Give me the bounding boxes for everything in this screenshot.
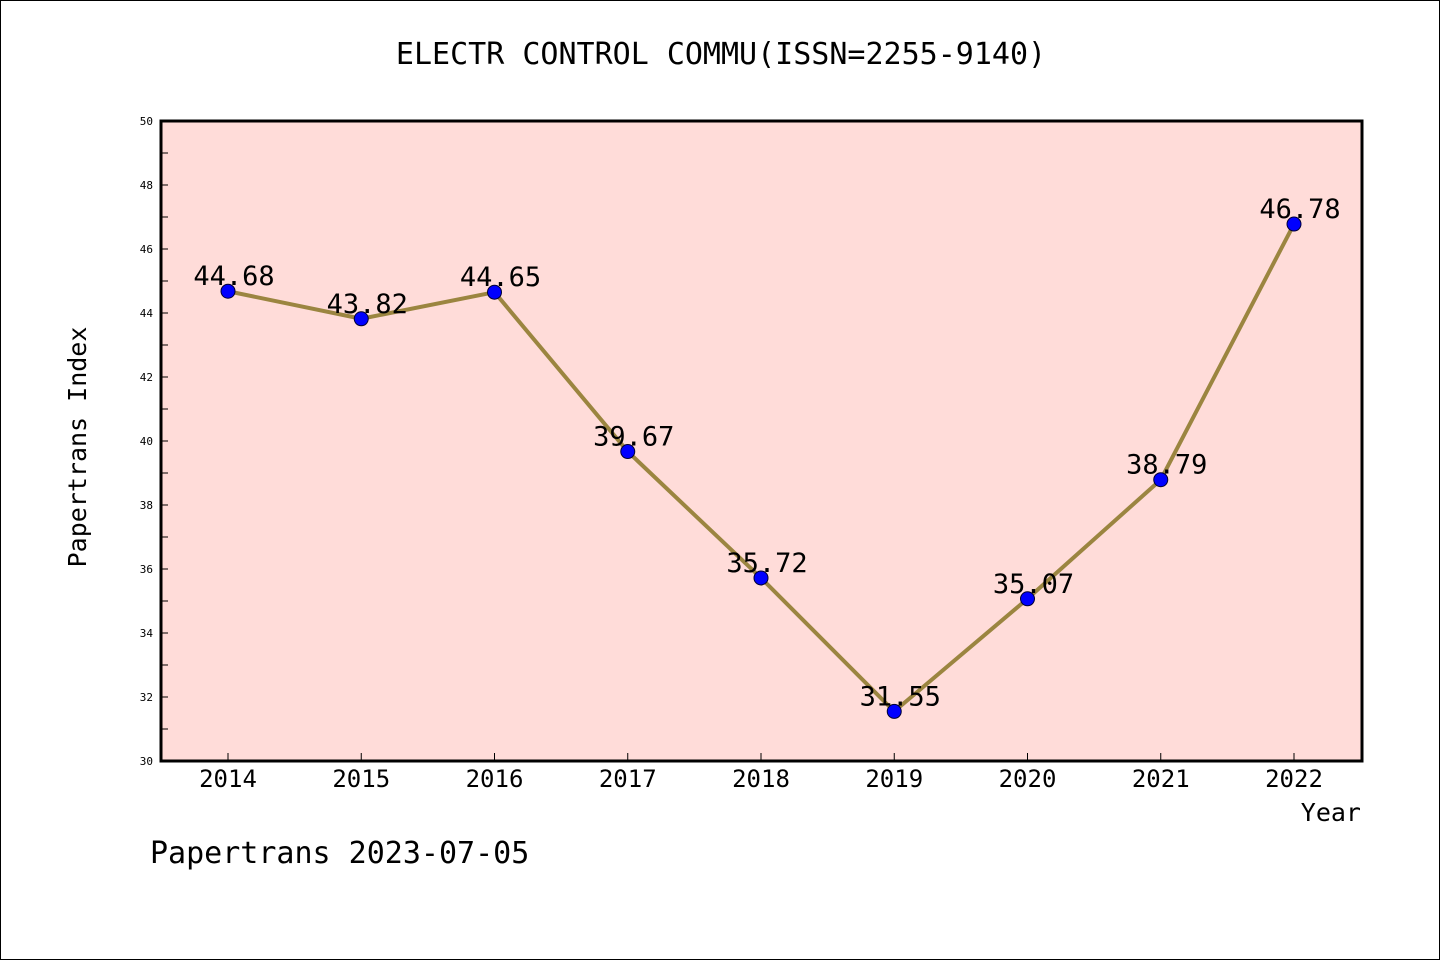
- x-tick-label: 2016: [466, 765, 524, 793]
- x-tick-label: 2017: [599, 765, 657, 793]
- data-point: [1286, 216, 1302, 232]
- x-tick-label: 2020: [999, 765, 1057, 793]
- plot-area: [161, 121, 1362, 761]
- y-tick-label: 40: [140, 435, 153, 448]
- y-tick-label: 36: [140, 563, 153, 576]
- data-point: [1020, 591, 1035, 607]
- x-tick-label: 2018: [732, 765, 790, 793]
- y-tick-label: 30: [140, 755, 153, 768]
- series-markers: [220, 216, 1302, 719]
- data-point: [487, 284, 502, 300]
- y-tick-label: 48: [140, 179, 153, 192]
- data-point: [220, 283, 236, 299]
- x-tick-label: 2022: [1265, 765, 1323, 793]
- plot-frame: [159, 119, 1364, 763]
- x-axis-label: Year: [1301, 798, 1361, 827]
- data-point: [1153, 472, 1169, 488]
- footer-note: Papertrans 2023-07-05: [150, 836, 530, 871]
- x-tick-label: 2014: [199, 765, 257, 793]
- data-point: [753, 570, 769, 586]
- x-tick-label: 2021: [1132, 765, 1190, 793]
- y-tick-label: 32: [140, 691, 153, 704]
- y-tick-label: 46: [140, 243, 153, 256]
- x-tick-label: 2015: [332, 765, 390, 793]
- y-tick-label: 38: [140, 499, 153, 512]
- y-tick-label: 50: [140, 115, 153, 128]
- x-axis-ticks: 2014 2015 2016 2017 2018 2019 2020 2021 2022: [199, 753, 1323, 793]
- y-tick-label: 34: [140, 627, 154, 640]
- data-point: [620, 444, 636, 460]
- y-tick-label: 42: [140, 371, 153, 384]
- data-point: [353, 311, 369, 327]
- y-axis-label: Papertrans Index: [63, 327, 92, 568]
- chart-title: ELECTR CONTROL COMMU(ISSN=2255-9140): [395, 37, 1047, 72]
- x-tick-label: 2019: [865, 765, 923, 793]
- y-tick-label: 44: [140, 307, 154, 320]
- data-point: [886, 703, 902, 719]
